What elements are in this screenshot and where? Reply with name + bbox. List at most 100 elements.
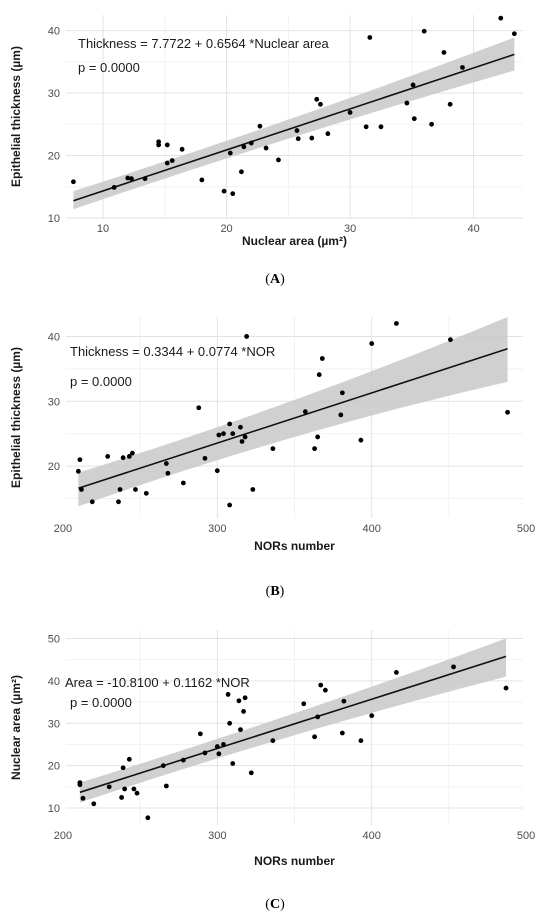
panel-c-x-tick-label: 300	[208, 830, 226, 842]
panel-b-data-point	[129, 450, 135, 456]
panel-c-data-point	[227, 720, 233, 726]
panel-b-data-point	[242, 434, 248, 440]
panel-b-data-point	[230, 431, 236, 437]
panel-b-data-point	[338, 412, 344, 418]
panel-a-data-point	[314, 96, 320, 102]
panel-b-data-point	[165, 470, 171, 476]
panel-c-data-point	[315, 714, 321, 720]
panel-b-equation-annotation: Thickness = 0.3344 + 0.0774 *NOR	[70, 344, 275, 359]
panel-a-data-point	[347, 110, 353, 115]
panel-a-data-point	[363, 124, 369, 130]
panel-a-data-point	[411, 116, 417, 122]
panel-a-data-point	[460, 65, 465, 70]
panel-c-confidence-band	[79, 638, 507, 803]
panel-c-x-tick-label: 500	[517, 830, 535, 842]
panel-a-data-point	[238, 169, 244, 175]
panel-b-data-point	[227, 502, 233, 508]
panel-b-data-point	[315, 434, 321, 440]
panel-a-data-point	[441, 50, 447, 55]
panel-c-data-point	[301, 701, 307, 707]
panel-a-data-point	[325, 131, 331, 137]
panel-a-x-tick-label: 20	[220, 223, 232, 235]
panel-a-regression-line	[73, 53, 515, 202]
panel-b-data-point	[120, 455, 126, 461]
panel-b-data-point	[358, 437, 364, 443]
panel-b-data-point	[216, 432, 222, 438]
panel-b-data-point	[116, 499, 121, 505]
panel-b-regression-line	[78, 347, 508, 490]
panel-b-x-tick-label: 500	[517, 523, 535, 535]
panel-b-data-point	[227, 421, 233, 427]
panel-a-data-point	[404, 100, 410, 106]
panel-b-data-point	[77, 457, 83, 463]
panel-a-data-point	[309, 135, 315, 141]
panel-c-data-point	[369, 713, 375, 719]
panel-a-data-point	[410, 82, 416, 88]
panel-c-data-point	[238, 727, 243, 733]
panel-a-data-point	[227, 150, 233, 156]
panel-a-data-point	[248, 140, 254, 146]
panel-c-x-axis-title: NORs number	[254, 854, 335, 868]
panel-a-data-point	[263, 145, 269, 151]
panel-b-data-point	[238, 424, 243, 430]
panel-c-data-point	[77, 782, 83, 788]
panel-b-y-axis-title: Epithelial thickness (µm)	[9, 347, 23, 488]
panel-a-data-point	[156, 139, 162, 145]
panel-a-y-tick-label: 10	[48, 213, 60, 225]
panel-b-data-point	[270, 446, 276, 452]
panel-a-data-point	[221, 188, 227, 194]
panel-b-data-point	[180, 480, 186, 486]
panel-c-data-point	[214, 744, 220, 749]
panel-b-data-point	[250, 487, 256, 492]
panel-b-y-tick-label: 20	[48, 461, 60, 473]
panel-b-y-tick-label: 30	[48, 396, 60, 408]
panel-c-data-point	[131, 786, 137, 792]
panel-a-x-tick-label: 40	[467, 223, 479, 235]
panel-b-data-point	[369, 341, 375, 346]
panel-c-data-point	[122, 786, 128, 792]
panel-b-p-value-annotation: p = 0.0000	[70, 374, 132, 389]
panel-c-y-tick-label: 30	[48, 718, 60, 730]
panel-c-data-point	[358, 738, 364, 744]
panel-a-data-point	[125, 175, 131, 181]
panel-b-x-tick-label: 300	[208, 523, 226, 535]
panel-c-data-point	[225, 692, 231, 697]
panel-b-data-point	[339, 390, 345, 396]
panel-c-data-point	[180, 757, 186, 763]
panel-c-data-point	[312, 734, 317, 740]
panel-c-x-tick-label: 400	[363, 830, 381, 842]
panel-c-data-point	[119, 795, 124, 800]
panel-c-data-point	[106, 784, 112, 790]
panel-c-y-tick-label: 50	[48, 633, 60, 645]
panel-b-data-point	[239, 439, 245, 444]
panel-a-data-point	[294, 128, 300, 133]
panel-b-data-point	[117, 487, 123, 492]
panel-a-data-point	[318, 101, 323, 107]
panel-a-confidence-band	[73, 37, 515, 210]
panel-a-data-point	[378, 124, 384, 130]
panel-a-data-point	[164, 142, 170, 148]
panel-a-data-point	[511, 31, 517, 37]
panel-a-y-tick-label: 20	[48, 151, 60, 163]
panel-a-data-point	[276, 157, 281, 163]
panel-c-equation-annotation: Area = -10.8100 + 0.1162 *NOR	[65, 675, 250, 690]
panel-a-x-tick-label: 30	[344, 223, 356, 235]
panel-b-x-tick-label: 200	[54, 523, 72, 535]
panel-b-confidence-band	[78, 317, 508, 507]
panel-b-label: (B)	[266, 584, 285, 599]
panel-b-y-tick-label: 40	[48, 331, 60, 343]
panel-c-data-point	[80, 795, 86, 801]
panel-a-data-point	[129, 176, 134, 182]
panel-c-data-point	[120, 765, 126, 771]
panel-b-x-axis-title: NORs number	[254, 539, 335, 553]
panel-a-y-tick-label: 30	[48, 88, 60, 100]
panel-a-data-point	[295, 136, 301, 142]
panel-b-data-point	[89, 499, 95, 505]
panel-b-data-point	[448, 337, 453, 343]
panel-b-data-point	[105, 454, 111, 459]
panel-c-p-value-annotation: p = 0.0000	[70, 695, 132, 710]
panel-b-data-point	[133, 487, 138, 492]
panel-c-data-point	[236, 698, 242, 704]
panel-c-regression-line	[79, 655, 507, 794]
